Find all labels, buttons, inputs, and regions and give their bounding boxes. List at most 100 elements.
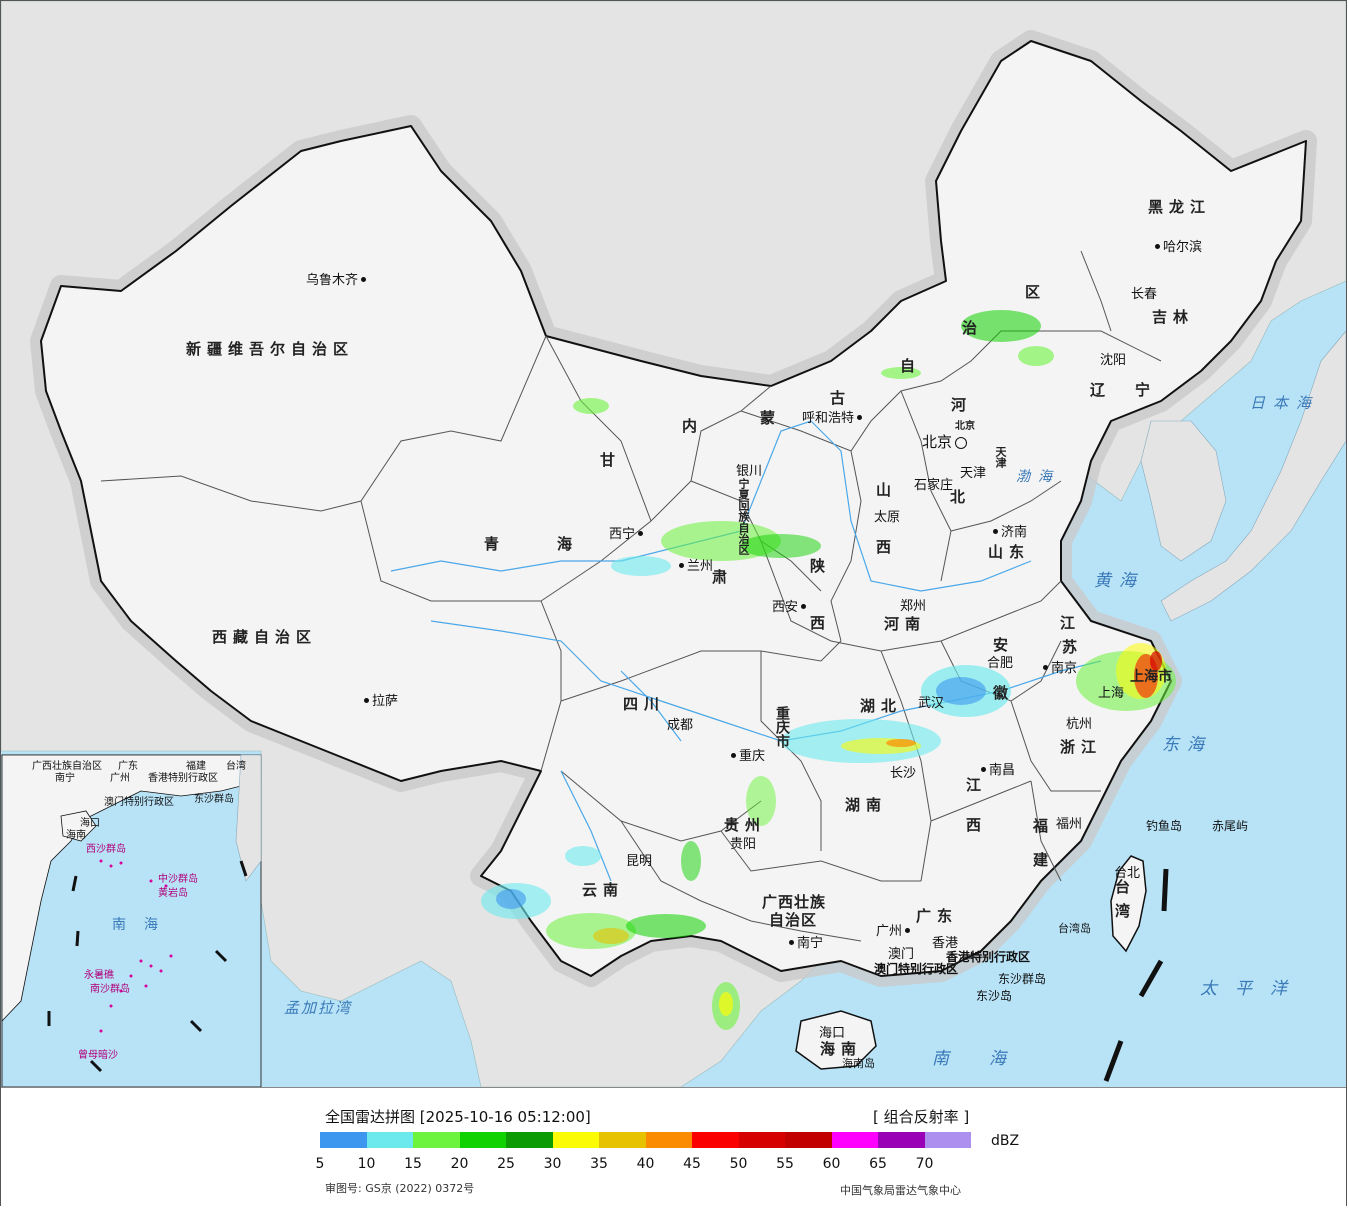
city-name: 哈尔滨 (1163, 240, 1203, 255)
province-label-shaanxi-a: 陕 (810, 557, 832, 575)
city-dot (801, 604, 807, 609)
china-land (40, 40, 1307, 977)
approval-number: 审图号: GS京 (2022) 0372号 (325, 1182, 475, 1195)
province-label-liaoning-b: 宁 (1135, 381, 1157, 399)
city-name: 南昌 (989, 763, 1016, 778)
province-label-jilin: 吉林 (1152, 308, 1195, 326)
inset-label-fujian: 福建 (186, 761, 206, 772)
city-name: 太原 (874, 510, 901, 525)
province-label-henan: 河南 (884, 615, 927, 633)
province-label-gansu-a: 甘 (600, 451, 622, 469)
taiwan-land (1110, 855, 1147, 953)
province-label-shandong: 山东 (988, 543, 1031, 561)
city-dot (361, 277, 367, 282)
city-lhasa: 拉萨 (361, 690, 398, 709)
radar-map (1, 1, 1346, 1087)
korea-land (1140, 420, 1227, 562)
inset-label-taiwan: 台湾 (226, 761, 246, 772)
city-hangzhou: 杭州 (1066, 713, 1092, 732)
province-label-zhejiang: 浙江 (1060, 738, 1103, 756)
province-label-hunan: 湖南 (845, 796, 888, 814)
province-label-neimenggu-f: 区 (1025, 283, 1047, 301)
inset-label-guangdong: 广东 (118, 761, 138, 772)
sea-label-huanghai: 黄海 (1094, 571, 1144, 591)
legend-title: 全国雷达拼图 [2025-10-16 05:12:00] (325, 1108, 591, 1126)
legend-product: [ 组合反射率 ] (873, 1108, 970, 1126)
label-hk-sar: 香港特别行政区 (946, 950, 1031, 964)
legend-tick-label: 60 (822, 1156, 841, 1172)
province-label-hainan: 海南 (820, 1040, 863, 1058)
legend-tick-label: 15 (404, 1156, 422, 1172)
city-hohhot: 呼和浩特 (802, 407, 865, 426)
inset-label-zhongsha: 中沙群岛 (158, 874, 198, 885)
city-haikou: 海口 (819, 1022, 845, 1041)
sea-label-nanhai: 南海 (932, 1049, 1046, 1069)
city-macao: 澳门 (888, 943, 914, 962)
city-lanzhou: 兰州 (676, 555, 713, 574)
province-label-neimenggu-e: 治 (962, 319, 984, 337)
inset-label-yongshu: 永暑礁 (84, 970, 114, 981)
legend-tick-label: 50 (729, 1156, 748, 1172)
province-label-neimenggu-d: 自 (900, 357, 922, 375)
city-name: 南宁 (797, 936, 824, 951)
label-hainandao: 海南岛 (842, 1057, 875, 1070)
inset-label-xisha: 西沙群岛 (86, 844, 126, 855)
city-name: 上海 (1098, 686, 1125, 701)
legend-tick-label: 55 (776, 1156, 794, 1172)
city-zhengzhou: 郑州 (900, 595, 926, 614)
inset-label-haikou: 海口 (80, 818, 100, 829)
city-name: 昆明 (626, 854, 653, 869)
legend-swatch (599, 1132, 646, 1148)
label-chiweiyu: 赤尾屿 (1212, 819, 1249, 833)
legend-tick-label: 45 (683, 1156, 701, 1172)
city-dot (993, 529, 998, 534)
province-label-fujian-a: 福 (1033, 817, 1055, 835)
city-name: 澳门 (888, 947, 915, 962)
city-name: 长沙 (890, 766, 917, 781)
dash-lines (1103, 868, 1169, 1082)
sea-label-bohai: 渤海 (1016, 469, 1060, 485)
city-name: 长春 (1131, 287, 1158, 302)
city-name: 沈阳 (1100, 353, 1127, 368)
province-label-neimenggu-a: 内 (682, 417, 704, 435)
legend-tick-label: 35 (590, 1156, 608, 1172)
inset-label-nansha: 南沙群岛 (90, 984, 130, 995)
legend-swatch (692, 1132, 739, 1148)
city-kunming: 昆明 (626, 850, 652, 869)
sea-label-donghai: 东海 (1162, 735, 1212, 755)
legend-panel: 全国雷达拼图 [2025-10-16 05:12:00] [ 组合反射率 ] 5… (1, 1087, 1346, 1206)
province-label-heilongjiang: 黑龙江 (1148, 198, 1212, 216)
city-guangzhou: 广州 (876, 920, 913, 939)
city-fuzhou: 福州 (1056, 813, 1082, 832)
hainan-land (795, 1010, 877, 1070)
province-label-guangdong: 广东 (916, 907, 959, 925)
japan-land (1160, 330, 1346, 622)
province-label-anhui-a: 安 (993, 636, 1015, 654)
city-dot (731, 753, 736, 758)
legend-swatch (366, 1132, 413, 1148)
inset-label-hk: 香港特别行政区 (148, 773, 218, 784)
province-label-guangxi-a: 广西壮族 (762, 893, 827, 911)
legend-swatch (878, 1132, 925, 1148)
legend-swatch (320, 1132, 367, 1148)
inset-label-nanning: 南宁 (55, 773, 75, 784)
city-hefei: 合肥 (987, 652, 1013, 671)
city-name: 福州 (1056, 817, 1083, 832)
province-label-qinghai-a: 青 (484, 535, 506, 553)
legend-swatch (413, 1132, 460, 1148)
inset-label-dongsha: 东沙群岛 (194, 794, 234, 805)
legend-swatch (924, 1132, 971, 1148)
city-dot (1043, 665, 1048, 670)
legend-tick-label: 10 (357, 1156, 376, 1172)
legend-unit: dBZ (991, 1133, 1020, 1149)
city-name: 广州 (876, 924, 903, 939)
label-taiwandao: 台湾岛 (1058, 922, 1091, 935)
city-name: 南京 (1051, 661, 1078, 676)
province-label-ningxia: 宁夏回族自治区 (737, 478, 750, 555)
city-name: 香港 (932, 936, 959, 951)
label-macao-sar: 澳门特别行政区 (874, 962, 959, 976)
city-name: 重庆 (739, 749, 766, 764)
inset-label-guangzhou: 广州 (110, 773, 130, 784)
province-label-jiangxi-b: 西 (966, 816, 988, 834)
city-name: 贵阳 (730, 837, 757, 852)
